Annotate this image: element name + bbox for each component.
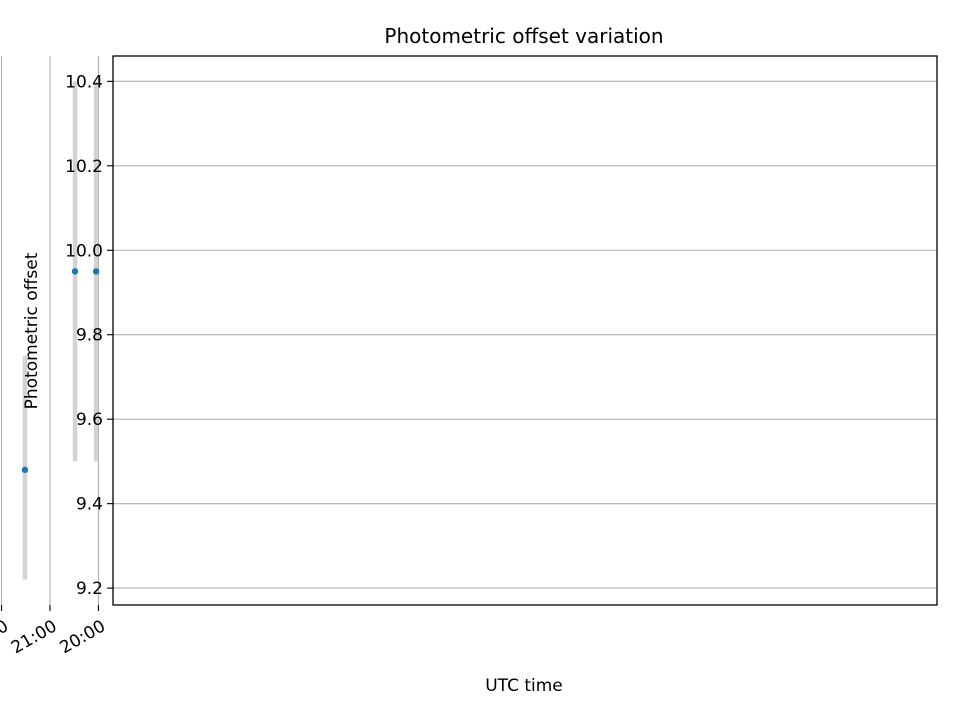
tick-layer [0,80,113,611]
y-tick-label: 9.4 [76,495,103,515]
chart-title: Photometric offset variation [384,24,663,48]
y-tick-label: 10.2 [65,157,103,177]
data-point [71,268,79,275]
data-point [21,466,29,474]
data-point [92,268,100,275]
y-tick-label: 9.6 [76,410,103,430]
grid-layer [0,56,937,605]
point-layer [21,268,100,474]
y-tick-label: 9.2 [76,579,103,599]
y-tick-label: 9.8 [76,326,103,346]
y-axis-label: Photometric offset [22,252,42,409]
x-axis-label: UTC time [485,676,563,696]
y-tick-label: 10.4 [65,72,103,92]
y-tick-label: 10.0 [65,241,103,261]
plot-frame [112,55,938,606]
